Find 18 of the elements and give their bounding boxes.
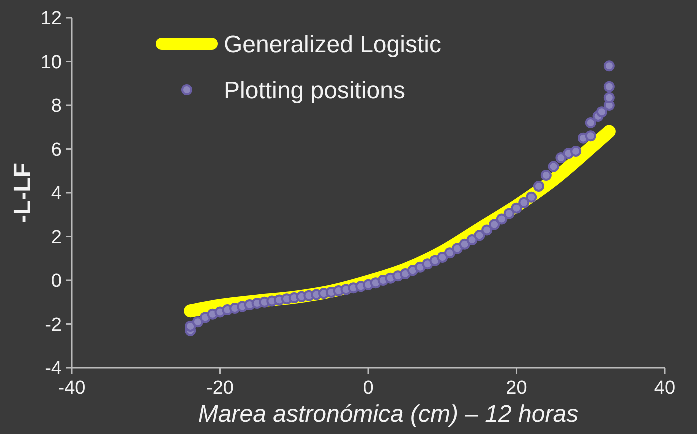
y-tick-label: 0 <box>51 271 62 292</box>
x-tick-label: -40 <box>58 378 86 399</box>
y-tick-label: -2 <box>45 314 62 336</box>
y-tick-label: 12 <box>40 8 62 30</box>
y-tick-label: -4 <box>45 358 62 380</box>
y-tick-label: 4 <box>51 184 62 205</box>
y-tick-label: 10 <box>40 52 62 74</box>
y-tick-label: 2 <box>51 227 62 248</box>
legend-label: Generalized Logistic <box>224 31 442 58</box>
legend-label: Plotting positions <box>224 77 406 104</box>
y-axis-title: -L-LF <box>9 163 36 223</box>
y-tick-label: 6 <box>51 140 62 161</box>
x-axis-title: Marea astronómica (cm) – 12 horas <box>198 401 579 428</box>
x-tick-label: 0 <box>363 378 374 399</box>
x-tick-label: -20 <box>206 378 234 399</box>
y-tick-label: 8 <box>51 96 62 118</box>
x-tick-label: 20 <box>506 378 528 399</box>
x-tick-label: 40 <box>654 378 676 399</box>
